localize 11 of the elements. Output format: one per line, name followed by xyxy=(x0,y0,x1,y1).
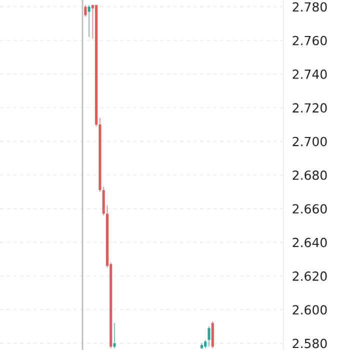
y-tick-label: 2.580 xyxy=(292,338,327,348)
y-tick-label: 2.620 xyxy=(292,271,327,281)
y-tick-label: 2.700 xyxy=(292,136,327,146)
y-tick-label: 2.780 xyxy=(292,2,327,12)
y-tick-label: 2.660 xyxy=(292,204,327,214)
y-tick-label: 2.720 xyxy=(292,103,327,113)
y-tick-label: 2.640 xyxy=(292,238,327,248)
y-tick-label: 2.740 xyxy=(292,70,327,79)
y-tick-label: 2.680 xyxy=(292,170,327,180)
y-tick-label: 2.760 xyxy=(292,36,327,46)
y-tick-label: 2.600 xyxy=(292,305,327,315)
